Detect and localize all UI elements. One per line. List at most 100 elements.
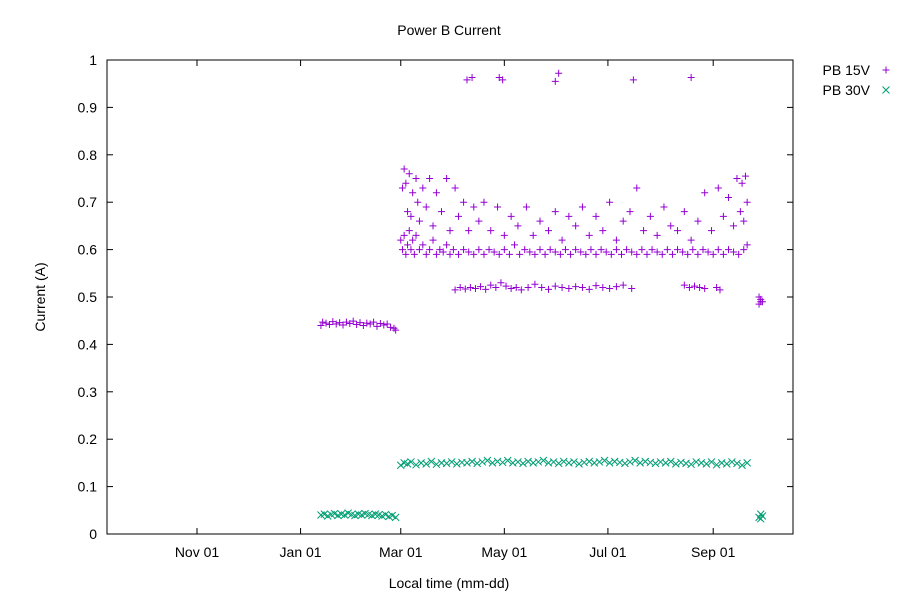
data-point	[439, 248, 447, 256]
data-point	[719, 212, 727, 220]
legend-marker-plus-icon	[882, 66, 890, 74]
data-point	[551, 208, 559, 216]
data-point	[466, 284, 474, 292]
data-point	[544, 285, 552, 293]
data-point	[465, 248, 473, 256]
data-point	[733, 175, 741, 182]
data-point	[661, 459, 670, 467]
data-point	[743, 198, 751, 206]
data-point	[555, 69, 563, 77]
y-tick-label: 0.4	[78, 336, 98, 352]
data-point	[697, 459, 706, 467]
data-point	[612, 236, 620, 244]
data-point	[342, 318, 350, 326]
data-point	[322, 319, 330, 327]
data-point	[522, 203, 530, 211]
data-point	[554, 459, 563, 468]
data-point	[470, 250, 478, 258]
data-point	[463, 76, 471, 84]
data-point	[463, 459, 471, 467]
data-point	[409, 189, 417, 197]
data-point	[452, 459, 461, 468]
data-point	[702, 459, 711, 468]
data-point	[558, 284, 566, 292]
data-point	[707, 458, 716, 466]
data-point	[498, 458, 507, 467]
data-point	[575, 459, 583, 468]
data-point	[709, 250, 717, 258]
data-point	[517, 286, 525, 294]
data-point	[488, 459, 497, 467]
y-axis-label: Current (A)	[32, 262, 48, 331]
data-point	[442, 459, 451, 468]
data-point	[531, 250, 539, 258]
data-point	[398, 184, 406, 192]
data-point	[353, 320, 361, 328]
data-point	[432, 250, 440, 258]
data-point	[730, 248, 738, 256]
data-point	[402, 179, 410, 187]
data-point	[755, 293, 763, 301]
data-point	[682, 459, 690, 468]
data-point	[468, 457, 476, 466]
data-point	[597, 246, 605, 254]
data-point	[626, 458, 634, 466]
data-point	[490, 248, 498, 256]
data-point	[621, 459, 629, 468]
data-point	[605, 459, 614, 467]
data-point	[656, 458, 665, 466]
data-point	[546, 246, 554, 254]
data-point	[426, 246, 434, 254]
data-point	[585, 285, 593, 293]
data-point	[485, 246, 493, 254]
data-point	[480, 198, 488, 206]
data-point	[615, 458, 624, 467]
data-point	[539, 456, 548, 465]
data-point	[487, 227, 495, 235]
data-point	[511, 241, 519, 249]
data-point	[392, 326, 400, 334]
data-point	[443, 175, 451, 182]
data-point	[704, 248, 712, 256]
data-point	[722, 459, 731, 468]
data-point	[432, 189, 440, 197]
data-point	[475, 246, 483, 254]
data-point	[538, 284, 546, 292]
data-point	[551, 77, 559, 85]
data-point	[446, 250, 454, 258]
data-point	[519, 459, 527, 468]
data-point	[541, 250, 549, 258]
data-point	[482, 285, 490, 293]
data-point	[497, 279, 505, 287]
data-point	[559, 457, 568, 466]
data-point	[602, 248, 610, 256]
data-point	[577, 248, 585, 256]
data-point	[502, 282, 510, 290]
y-tick-label: 1	[89, 52, 97, 68]
data-point	[407, 458, 415, 466]
data-point	[666, 457, 675, 466]
data-point	[536, 246, 544, 254]
data-point	[409, 236, 417, 244]
data-point	[412, 460, 420, 469]
data-point	[619, 217, 627, 225]
data-point	[521, 246, 529, 254]
data-point	[580, 458, 588, 467]
data-point	[646, 212, 654, 220]
data-point	[716, 286, 724, 294]
data-point	[671, 459, 680, 468]
data-point	[407, 212, 415, 220]
data-point	[565, 212, 573, 220]
data-point	[405, 170, 413, 178]
data-point	[572, 246, 580, 254]
data-point	[680, 281, 688, 289]
data-point	[398, 246, 406, 254]
data-point	[738, 461, 746, 470]
data-point	[561, 246, 569, 254]
data-point	[499, 76, 507, 84]
data-point	[623, 246, 631, 254]
data-point	[701, 284, 709, 292]
data-point	[363, 319, 371, 327]
data-point	[674, 227, 682, 235]
